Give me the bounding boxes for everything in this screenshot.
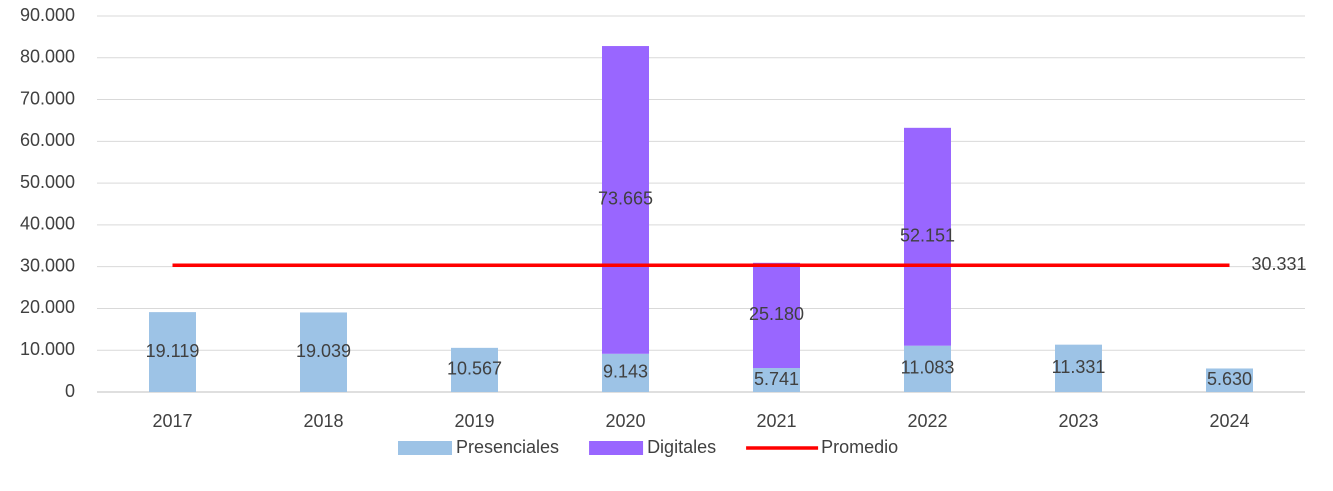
y-tick-label: 40.000 bbox=[20, 214, 75, 234]
bar-label: 73.665 bbox=[598, 189, 653, 209]
x-tick-label: 2024 bbox=[1209, 411, 1249, 431]
y-tick-label: 80.000 bbox=[20, 47, 75, 67]
bar-label: 9.143 bbox=[603, 362, 648, 382]
bar-label: 25.180 bbox=[749, 304, 804, 324]
bar bbox=[300, 312, 347, 392]
legend-label: Presenciales bbox=[456, 437, 559, 457]
x-tick-label: 2023 bbox=[1058, 411, 1098, 431]
y-tick-label: 60.000 bbox=[20, 130, 75, 150]
bar bbox=[451, 347, 498, 392]
y-tick-label: 90.000 bbox=[20, 5, 75, 25]
y-tick-label: 20.000 bbox=[20, 297, 75, 317]
bar-label: 19.039 bbox=[296, 341, 351, 361]
bar-label: 11.083 bbox=[901, 358, 955, 378]
x-tick-label: 2019 bbox=[454, 411, 494, 431]
y-tick-label: 30.000 bbox=[20, 255, 75, 275]
legend-label: Promedio bbox=[821, 437, 898, 457]
bar bbox=[904, 345, 951, 392]
bar bbox=[149, 312, 196, 392]
bar-label: 52.151 bbox=[900, 226, 955, 246]
y-tick-label: 0 bbox=[65, 381, 75, 401]
bar-label: 5.741 bbox=[754, 369, 799, 389]
bar-label: 19.119 bbox=[146, 341, 200, 361]
bar bbox=[602, 46, 649, 354]
bar-label: 5.630 bbox=[1207, 369, 1252, 389]
y-tick-label: 10.000 bbox=[20, 339, 75, 359]
bar bbox=[753, 368, 800, 392]
bar bbox=[753, 262, 800, 369]
x-tick-label: 2020 bbox=[605, 411, 645, 431]
bar bbox=[1206, 368, 1253, 392]
line-label: 30.331 bbox=[1252, 254, 1307, 274]
bar bbox=[1055, 344, 1102, 392]
x-tick-label: 2021 bbox=[756, 411, 796, 431]
bar-label: 10.567 bbox=[447, 359, 502, 379]
y-tick-label: 50.000 bbox=[20, 172, 75, 192]
y-tick-label: 70.000 bbox=[20, 88, 75, 108]
bar-label: 11.331 bbox=[1052, 357, 1106, 377]
legend-swatch bbox=[398, 441, 452, 455]
legend-swatch bbox=[589, 441, 644, 455]
bar bbox=[904, 127, 951, 346]
x-tick-label: 2018 bbox=[303, 411, 343, 431]
legend-label: Digitales bbox=[647, 437, 716, 457]
x-tick-label: 2022 bbox=[907, 411, 947, 431]
bar bbox=[602, 353, 649, 392]
x-tick-label: 2017 bbox=[152, 411, 192, 431]
